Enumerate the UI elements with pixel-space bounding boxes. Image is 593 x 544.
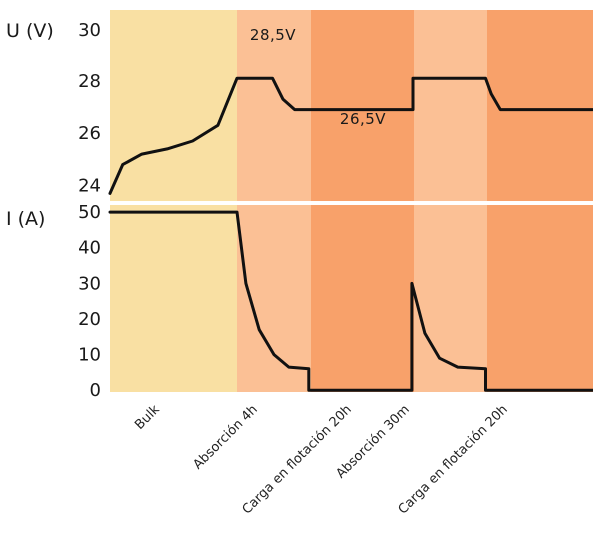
voltage-tick-28: 28: [78, 71, 101, 92]
current-tick-40: 40: [78, 238, 101, 259]
current-tick-50: 50: [78, 202, 101, 223]
current-tick-20: 20: [78, 309, 101, 330]
phase-label-1: Absorción 4h: [190, 402, 260, 472]
phase-label-2: Carga en flotación 20h: [240, 402, 355, 517]
phase-label-4: Carga en flotación 20h: [396, 402, 511, 517]
current-axis-title: I (A): [6, 208, 45, 230]
curves: [108, 76, 593, 392]
y-tick-labels: 30 28 26 24 50 40 30 20 10 0: [78, 20, 101, 401]
current-tick-10: 10: [78, 345, 101, 366]
voltage-annotation-0: 28,5V: [250, 26, 296, 44]
annotations: 28,5V 26,5V: [250, 26, 386, 128]
voltage-annotation-1: 26,5V: [340, 110, 386, 128]
voltage-tick-30: 30: [78, 20, 101, 41]
voltage-curve: [108, 76, 593, 195]
current-curve: [108, 210, 593, 392]
voltage-tick-26: 26: [78, 123, 101, 144]
voltage-axis-title: U (V): [6, 20, 54, 42]
voltage-tick-24: 24: [78, 176, 101, 197]
current-tick-30: 30: [78, 273, 101, 294]
panel-divider: [0, 201, 593, 205]
axes: U (V) I (A): [6, 20, 54, 230]
current-tick-0: 0: [90, 380, 101, 401]
phase-label-0: Bulk: [132, 402, 163, 433]
